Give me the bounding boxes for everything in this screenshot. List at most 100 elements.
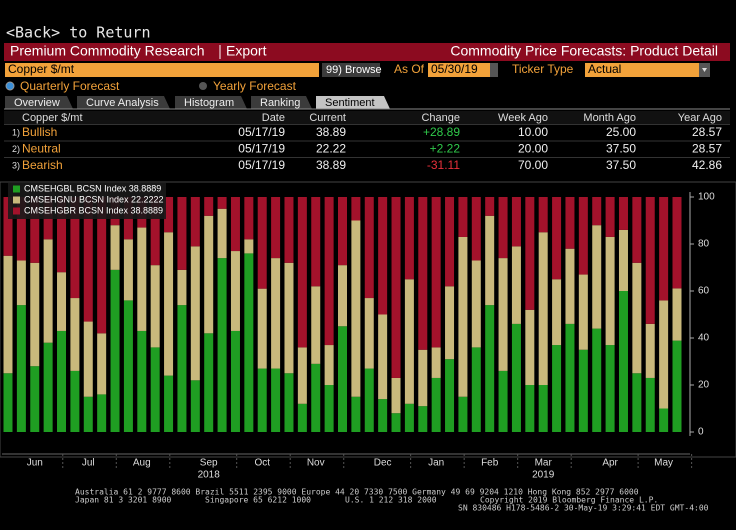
- bar-segment: [431, 347, 441, 378]
- bar-segment: [43, 342, 53, 432]
- table-cell: 10.00: [518, 125, 548, 139]
- bar-segment: [578, 274, 588, 350]
- bar-segment: [418, 197, 428, 350]
- bar-segment: [659, 197, 669, 301]
- bar-segment: [230, 197, 240, 252]
- tab[interactable]: [5, 96, 73, 109]
- row-label[interactable]: Bearish: [22, 158, 63, 172]
- menu-bar: [4, 43, 730, 61]
- bar-segment: [217, 197, 227, 209]
- table-cell: 42.86: [692, 158, 722, 172]
- bar-segment: [338, 197, 347, 266]
- x-tick-label: Jul: [82, 458, 95, 469]
- bar-segment: [190, 197, 200, 247]
- bar-segment: [3, 197, 13, 256]
- bar-segment: [137, 330, 147, 432]
- ticker-type-field[interactable]: [585, 63, 699, 77]
- bar-segment: [190, 246, 200, 381]
- date-field[interactable]: [428, 63, 490, 77]
- bar-segment: [57, 330, 67, 432]
- bar-segment: [284, 373, 294, 432]
- back-link[interactable]: <Back> to Return: [6, 24, 151, 42]
- bar-segment: [57, 272, 67, 331]
- bar-segment: [592, 328, 602, 432]
- ticker-type-text: Actual: [588, 62, 621, 76]
- x-tick-label: Jun: [27, 458, 43, 469]
- row-label[interactable]: Bullish: [22, 125, 57, 139]
- legend-swatch: [13, 196, 20, 204]
- bar-segment: [311, 197, 321, 287]
- legend-label: CMSEHGNU BCSN Index 22.2222: [24, 194, 164, 204]
- legend-label: CMSEHGBR BCSN Index 38.8889: [24, 205, 163, 215]
- table-cell: 38.89: [316, 125, 346, 139]
- bar-segment: [311, 363, 321, 432]
- x-year-label: 2019: [532, 470, 555, 481]
- legend-label: CMSEHGBL BCSN Index 38.8889: [24, 183, 161, 193]
- bar-segment: [83, 396, 93, 432]
- bar-segment: [271, 258, 281, 369]
- table-cell: -31.11: [427, 158, 460, 172]
- bar-segment: [217, 208, 227, 259]
- legend-swatch: [13, 207, 20, 215]
- browse-button[interactable]: [322, 63, 380, 77]
- page-title: Commodity Price Forecasts: Product Detai…: [450, 43, 718, 59]
- column-header: Week Ago: [498, 112, 548, 124]
- bar-segment: [123, 239, 133, 301]
- bar-segment: [57, 197, 67, 273]
- bar-segment: [391, 413, 401, 432]
- tab[interactable]: [251, 96, 312, 109]
- bar-segment: [391, 377, 401, 414]
- bar-segment: [471, 260, 481, 348]
- footer-text: Copyright 2019 Bloomberg Finance L.P.: [480, 496, 658, 505]
- dropdown-arrow: [702, 68, 707, 72]
- tab[interactable]: [175, 96, 247, 109]
- date-picker[interactable]: [490, 63, 498, 77]
- table-cell: 22.22: [316, 142, 346, 156]
- footer-text: U.S. 1 212 318 2000: [345, 496, 437, 505]
- bar-segment: [552, 345, 562, 432]
- bar-segment: [297, 197, 307, 348]
- table-header-bg: [4, 111, 730, 125]
- bar-segment: [70, 298, 80, 371]
- bar-segment: [659, 300, 669, 409]
- bar-segment: [645, 323, 655, 378]
- radio[interactable]: [199, 82, 207, 90]
- bar-segment: [578, 197, 588, 275]
- bar-segment: [445, 286, 455, 360]
- x-tick-label: Feb: [481, 458, 499, 469]
- row-label[interactable]: Neutral: [22, 142, 61, 156]
- bar-segment: [43, 239, 53, 343]
- column-header: Date: [262, 112, 285, 124]
- bar-segment: [284, 197, 294, 263]
- bar-segment: [150, 197, 160, 266]
- bar-segment: [164, 197, 174, 233]
- x-tick-label: Nov: [307, 458, 325, 469]
- security-field[interactable]: [5, 63, 319, 77]
- bar-segment: [244, 239, 254, 254]
- bar-segment: [338, 326, 347, 432]
- radio-selected[interactable]: [5, 81, 15, 91]
- bar-segment: [150, 347, 160, 432]
- bar-segment: [30, 262, 40, 367]
- bar-segment: [538, 232, 548, 385]
- bar-segment: [565, 323, 575, 432]
- bar-segment: [70, 197, 80, 299]
- tab[interactable]: [316, 96, 390, 109]
- menu-item[interactable]: Premium Commodity Research: [10, 43, 205, 59]
- bar-segment: [230, 251, 240, 331]
- bar-segment: [458, 197, 468, 237]
- bar-segment: [525, 385, 535, 432]
- bar-segment: [378, 399, 388, 432]
- menu-item[interactable]: Export: [226, 43, 267, 59]
- bar-segment: [324, 385, 334, 432]
- bar-segment: [324, 197, 334, 346]
- bar-segment: [592, 225, 602, 329]
- bar-segment: [418, 349, 428, 407]
- bar-segment: [645, 197, 655, 324]
- ticker-type-label: Ticker Type: [512, 62, 574, 76]
- bar-segment: [391, 197, 401, 378]
- tab[interactable]: [77, 96, 170, 109]
- bar-segment: [30, 366, 40, 432]
